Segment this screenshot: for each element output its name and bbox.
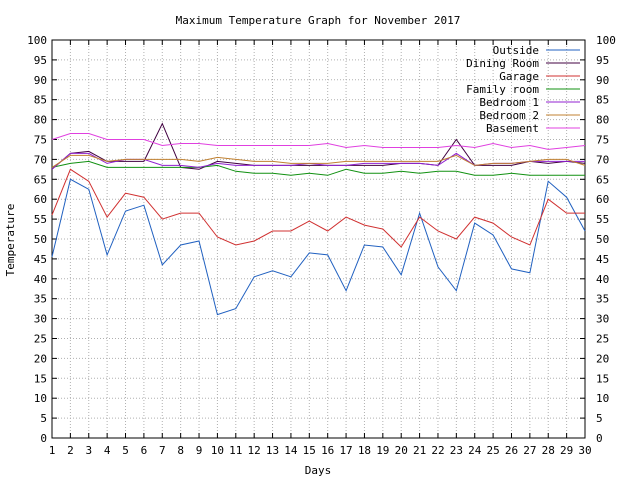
y-tick-label-right: 95 (596, 54, 609, 67)
y-tick-label-left: 50 (34, 233, 47, 246)
x-tick-label: 27 (523, 444, 536, 457)
y-tick-label-right: 0 (596, 432, 603, 445)
y-tick-label-right: 100 (596, 34, 616, 47)
legend-label: Dining Room (466, 57, 539, 70)
x-tick-label: 8 (177, 444, 184, 457)
y-tick-label-left: 80 (34, 114, 47, 127)
y-tick-label-right: 70 (596, 153, 609, 166)
y-tick-label-right: 45 (596, 253, 609, 266)
y-tick-label-left: 30 (34, 313, 47, 326)
x-tick-label: 12 (248, 444, 261, 457)
y-tick-label-right: 65 (596, 173, 609, 186)
axis-ticks: 1 2 3 4 5 6 7 8 9 10 11 12 13 14 15 16 17 18 19 20 21 22 23 24 2… (27, 34, 616, 457)
x-tick-label: 2 (67, 444, 74, 457)
y-tick-label-right: 75 (596, 134, 609, 147)
y-tick-label-left: 45 (34, 253, 47, 266)
x-tick-label: 30 (578, 444, 591, 457)
y-tick-label-right: 50 (596, 233, 609, 246)
legend-label: Garage (499, 70, 539, 83)
legend-label: Outside (493, 44, 539, 57)
y-tick-label-left: 25 (34, 333, 47, 346)
x-tick-label: 18 (358, 444, 371, 457)
y-tick-label-left: 35 (34, 293, 47, 306)
x-tick-label: 5 (122, 444, 129, 457)
series-line-basement (51, 133, 586, 150)
y-tick-label-left: 70 (34, 153, 47, 166)
y-tick-label-right: 20 (596, 352, 609, 365)
y-tick-label-left: 10 (34, 392, 47, 405)
x-tick-label: 17 (339, 444, 352, 457)
x-tick-label: 20 (395, 444, 408, 457)
x-tick-label: 23 (450, 444, 463, 457)
x-axis-label: Days (305, 464, 332, 477)
y-tick-label-left: 15 (34, 372, 47, 385)
x-tick-label: 7 (159, 444, 166, 457)
x-tick-label: 14 (284, 444, 298, 457)
x-tick-label: 1 (49, 444, 56, 457)
y-tick-label-right: 80 (596, 114, 609, 127)
x-tick-label: 4 (104, 444, 111, 457)
series-line-family-room (51, 160, 585, 176)
y-tick-label-left: 75 (34, 134, 47, 147)
y-tick-label-left: 60 (34, 193, 47, 206)
x-tick-label: 10 (211, 444, 224, 457)
y-tick-label-left: 5 (40, 412, 47, 425)
series-line-outside (51, 178, 586, 316)
x-tick-label: 19 (376, 444, 389, 457)
y-tick-label-right: 85 (596, 94, 609, 107)
series-line-dining-room (51, 122, 586, 170)
y-tick-label-left: 95 (34, 54, 47, 67)
y-tick-label-left: 0 (40, 432, 47, 445)
y-tick-label-left: 85 (34, 94, 47, 107)
x-tick-label: 29 (560, 444, 573, 457)
y-tick-label-left: 55 (34, 213, 47, 226)
y-tick-label-left: 20 (34, 352, 47, 365)
legend-label: Bedroom 2 (479, 109, 539, 122)
legend-label: Family room (466, 83, 539, 96)
y-tick-label-right: 30 (596, 313, 609, 326)
x-tick-label: 16 (321, 444, 334, 457)
grid (52, 40, 585, 438)
x-tick-label: 6 (141, 444, 148, 457)
x-tick-label: 24 (468, 444, 482, 457)
x-tick-label: 22 (431, 444, 444, 457)
x-tick-label: 25 (486, 444, 499, 457)
x-tick-label: 26 (505, 444, 518, 457)
legend-label: Bedroom 1 (479, 96, 539, 109)
y-tick-label-left: 40 (34, 273, 47, 286)
y-tick-label-right: 25 (596, 333, 609, 346)
y-tick-label-right: 90 (596, 74, 609, 87)
series-line-garage (51, 168, 585, 248)
x-tick-label: 13 (266, 444, 279, 457)
y-tick-label-right: 40 (596, 273, 609, 286)
y-tick-label-right: 35 (596, 293, 609, 306)
y-tick-label-left: 65 (34, 173, 47, 186)
x-tick-label: 15 (303, 444, 316, 457)
x-tick-label: 3 (85, 444, 92, 457)
chart-title: Maximum Temperature Graph for November 2… (176, 14, 461, 27)
x-tick-label: 11 (229, 444, 242, 457)
legend-label: Basement (486, 122, 539, 135)
x-tick-label: 28 (542, 444, 555, 457)
y-tick-label-right: 60 (596, 193, 609, 206)
y-tick-label-right: 10 (596, 392, 609, 405)
y-tick-label-right: 5 (596, 412, 603, 425)
series-line-bedroom-2 (51, 154, 586, 168)
y-tick-label-left: 100 (27, 34, 47, 47)
x-tick-label: 21 (413, 444, 426, 457)
y-tick-label-right: 15 (596, 372, 609, 385)
x-tick-label: 9 (196, 444, 203, 457)
series-lines (51, 122, 586, 316)
y-axis-label: Temperature (4, 204, 17, 277)
y-tick-label-right: 55 (596, 213, 609, 226)
y-tick-label-left: 90 (34, 74, 47, 87)
